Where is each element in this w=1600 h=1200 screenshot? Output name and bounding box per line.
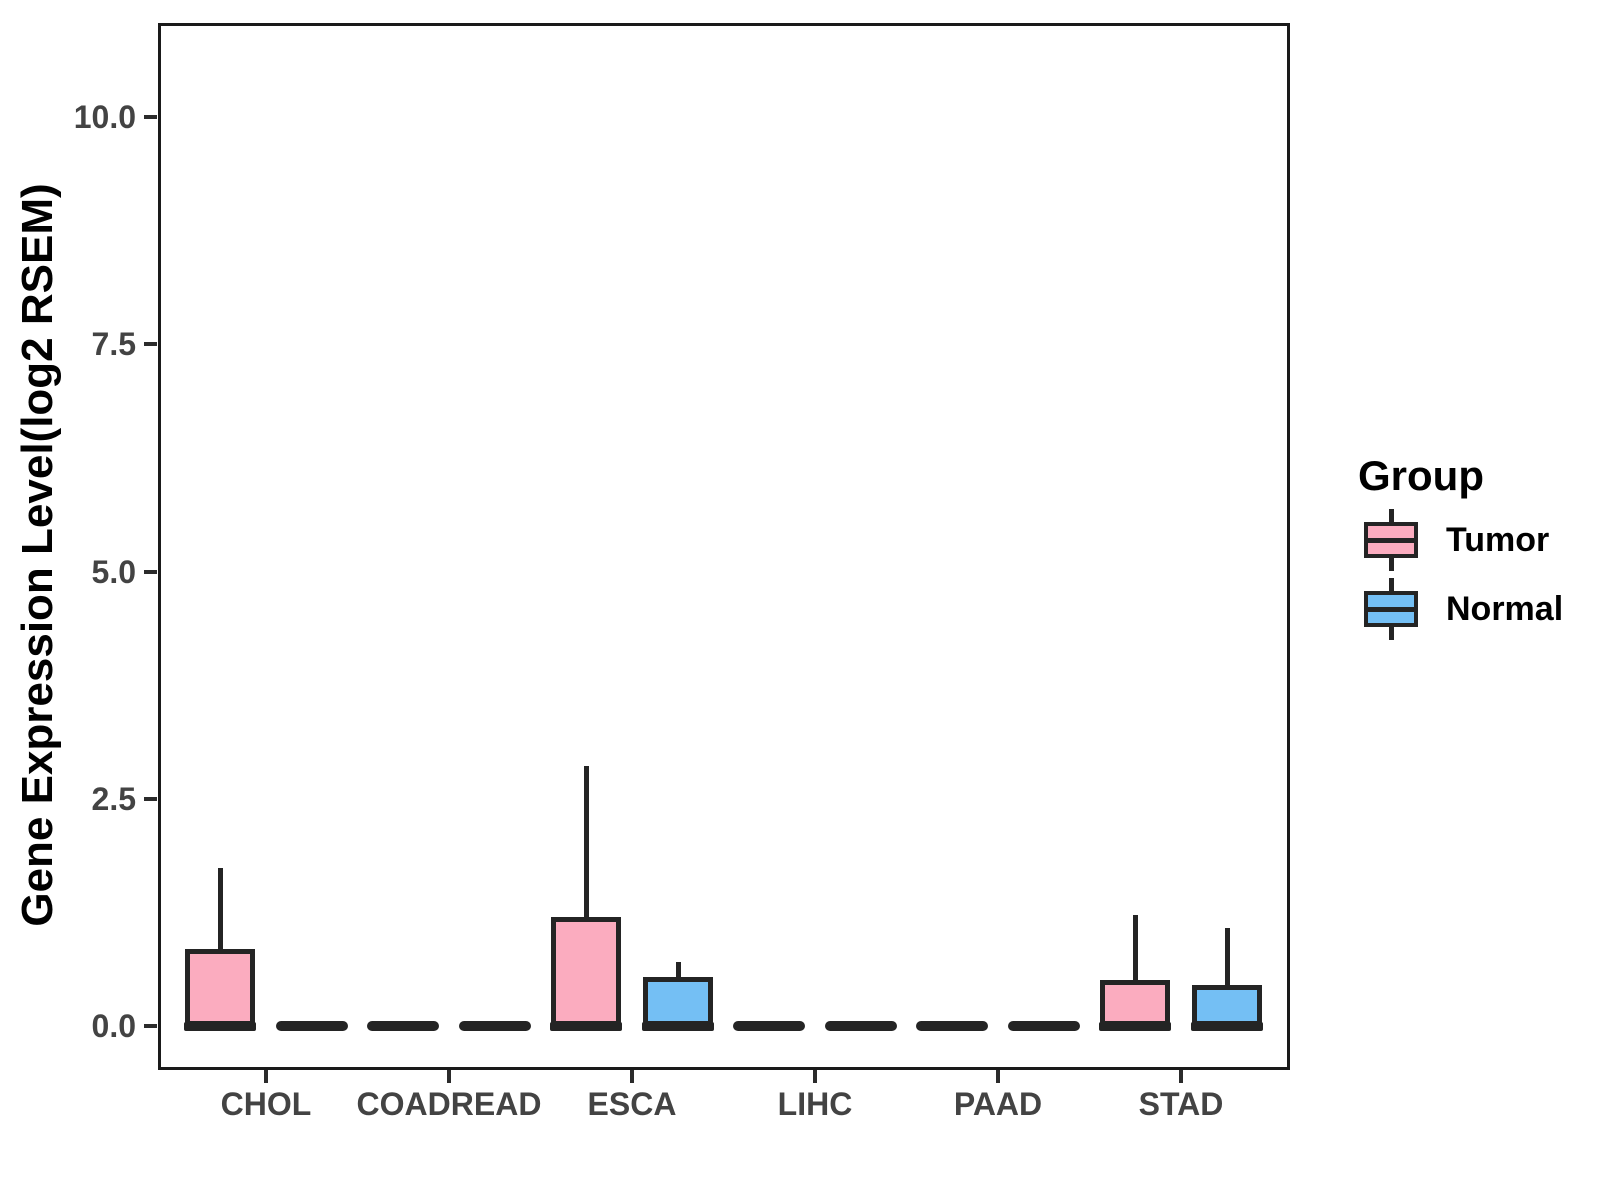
legend-key-boxplot-icon [1364, 509, 1418, 571]
normal-box-coadread-collapsed [459, 1021, 531, 1031]
y-axis-tick [144, 342, 157, 347]
x-tick-label-paad: PAAD [953, 1086, 1043, 1122]
legend-label-tumor: Tumor [1446, 520, 1550, 559]
tumor-box-esca [551, 916, 621, 1026]
y-axis-tick [144, 569, 157, 574]
tumor-box-stad [1100, 979, 1170, 1026]
legend-title: Group [1358, 452, 1484, 499]
y-tick-label: 2.5 [91, 780, 136, 817]
x-tick-label-esca: ESCA [587, 1086, 677, 1122]
x-axis-tick [447, 1070, 451, 1083]
legend-key-boxplot-icon [1364, 578, 1418, 640]
tumor-box-esca-median [550, 1021, 622, 1031]
x-axis-tick [264, 1070, 268, 1083]
y-tick-label: 7.5 [91, 326, 136, 363]
tumor-box-stad-whisker [1132, 915, 1138, 984]
normal-box-stad [1192, 985, 1262, 1026]
normal-box-esca [643, 976, 713, 1026]
x-tick-label-chol: CHOL [220, 1086, 312, 1122]
x-axis-tick [1179, 1070, 1183, 1083]
legend-label-normal: Normal [1446, 589, 1564, 628]
tumor-box-coadread-collapsed [367, 1021, 439, 1031]
x-tick-label-lihc: LIHC [777, 1086, 853, 1122]
legend-entry-tumor: Tumor [1364, 508, 1549, 572]
normal-box-esca-median [642, 1021, 714, 1031]
x-tick-label-coadread: COADREAD [356, 1086, 542, 1122]
y-axis-tick [144, 796, 157, 801]
tumor-box-chol-median [184, 1021, 256, 1031]
plot-panel [158, 23, 1290, 1070]
tumor-box-chol-whisker [217, 867, 223, 953]
normal-box-chol-collapsed [276, 1021, 348, 1031]
legend-entry-normal: Normal [1364, 577, 1563, 641]
y-axis-tick [144, 115, 157, 119]
legend-key-median [1366, 538, 1416, 543]
tumor-box-chol [185, 948, 255, 1026]
normal-box-esca-whisker [675, 962, 681, 981]
y-axis-tick [144, 1024, 157, 1028]
tumor-box-lihc-collapsed [733, 1021, 805, 1031]
y-tick-label: 10.0 [73, 99, 136, 135]
normal-box-paad-collapsed [1008, 1021, 1080, 1031]
normal-box-lihc-collapsed [825, 1021, 897, 1031]
y-tick-label: 0.0 [91, 1008, 136, 1044]
x-axis-tick [996, 1070, 1000, 1083]
x-axis-tick [813, 1070, 817, 1083]
x-tick-label-stad: STAD [1138, 1086, 1224, 1122]
legend-key-median [1366, 607, 1416, 612]
tumor-box-esca-whisker [583, 766, 589, 921]
normal-box-stad-whisker [1224, 927, 1230, 990]
y-tick-label: 5.0 [91, 553, 136, 590]
tumor-box-paad-collapsed [916, 1021, 988, 1031]
tumor-box-stad-median [1099, 1021, 1171, 1031]
normal-box-stad-median [1191, 1021, 1263, 1031]
x-axis-tick [630, 1070, 634, 1083]
